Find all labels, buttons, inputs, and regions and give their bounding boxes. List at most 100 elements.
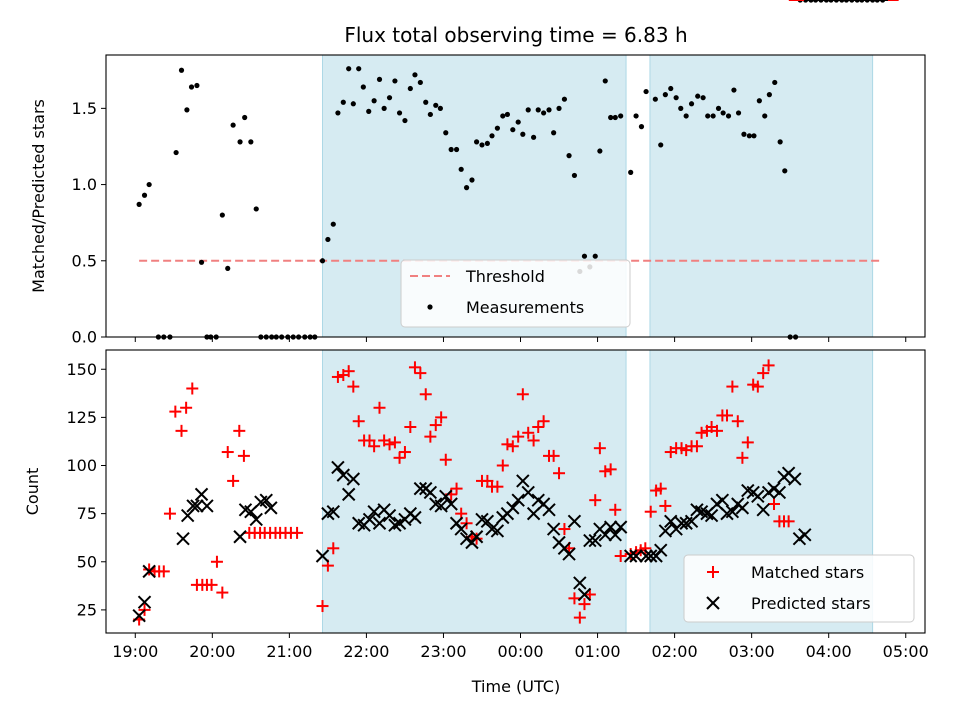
ratio-panel: 0.0 0.5 1.0 1.5 Matched/Predicted stars Thr… [29, 0, 926, 347]
shaded-interval-2 [649, 54, 874, 338]
measurement-point [566, 153, 572, 159]
measurement-point [608, 114, 614, 121]
measurement-point [715, 105, 722, 111]
matched-star-point [393, 451, 406, 464]
predicted-star-point [639, 549, 653, 563]
predicted-star-point [326, 505, 340, 519]
measurement-point [546, 107, 552, 113]
predicted-star-point [423, 485, 438, 500]
measurement-point [330, 221, 336, 227]
measurement-point [735, 110, 742, 116]
predicted-star-point [613, 520, 628, 534]
matched-star-point [720, 409, 733, 422]
matched-star-point [180, 401, 193, 414]
predicted-star-point [511, 493, 525, 507]
matched-star-point [163, 507, 176, 520]
y-tick-label: 1.5 [72, 99, 97, 118]
matched-star-point [491, 480, 504, 493]
predicted-star-point [664, 514, 678, 529]
measurement-point [463, 185, 470, 191]
top-y-axis: 0.0 0.5 1.0 1.5 [72, 99, 106, 347]
x-tick-label: 19:00 [112, 642, 158, 661]
measurement-point [479, 142, 485, 148]
measurement-point [141, 192, 148, 198]
y-tick-label: 50 [77, 552, 97, 571]
matched-star-point [143, 563, 156, 576]
matched-star-point [767, 498, 780, 511]
predicted-star-point [788, 472, 802, 486]
predicted-star-point [490, 524, 505, 538]
matched-star-point [496, 459, 509, 472]
predicted-star-point [336, 468, 351, 482]
predicted-star-point [331, 460, 345, 475]
predicted-star-point [644, 549, 658, 563]
predicted-star-point [506, 501, 520, 515]
predicted-star-point [583, 533, 597, 548]
measurement-point [510, 127, 516, 133]
matched-star-point [342, 365, 355, 378]
measurement-point [412, 72, 418, 78]
y-tick-label: 75 [77, 504, 97, 523]
measurement-point [433, 102, 439, 108]
predicted-star-point [341, 487, 356, 502]
matched-star-point [573, 611, 586, 624]
measurement-point [725, 113, 732, 119]
measurement-point [695, 93, 701, 99]
matched-star-point [782, 515, 795, 528]
measurement-point [417, 79, 423, 86]
matched-star-point [710, 424, 723, 437]
predicted-star-point [249, 512, 263, 527]
predicted-star-point [603, 520, 618, 534]
predicted-star-point [629, 549, 643, 563]
predicted-star-point [704, 508, 719, 523]
matched-star-point [398, 446, 411, 459]
measurement-point [319, 258, 326, 264]
predicted-star-point [690, 503, 704, 517]
matched-star-point [221, 446, 234, 459]
measurement-point [612, 114, 618, 121]
measurement-point [136, 201, 142, 207]
measurement-point [188, 84, 195, 90]
legend-measurements-swatch [427, 304, 433, 310]
measurement-point [683, 113, 689, 119]
matched-star-point [233, 424, 246, 437]
measurement-point [453, 146, 460, 153]
measurement-point [253, 206, 259, 212]
bottom-y-axis: 25 50 75 100 125 150 [66, 360, 106, 619]
matched-star-point [609, 503, 622, 516]
x-tick-label: 00:00 [497, 642, 543, 661]
matched-star-point [408, 361, 421, 374]
matched-star-point [690, 440, 703, 453]
predicted-star-point [413, 481, 428, 496]
matched-star-point [450, 482, 463, 495]
matched-star-point [516, 388, 529, 401]
measurement-point [225, 265, 231, 272]
predicted-star-point [469, 530, 484, 544]
predicted-star-point [454, 522, 468, 536]
matched-star-point [404, 421, 417, 434]
matched-star-point [532, 421, 545, 434]
measurement-point [556, 105, 562, 111]
measurement-point [504, 111, 511, 118]
predicted-star-point [715, 493, 730, 507]
measurement-point [515, 119, 521, 125]
x-tick-label: 04:00 [806, 642, 852, 661]
measurement-point [494, 125, 500, 131]
measurement-point [710, 113, 716, 119]
counts-panel: 19:00 20:00 21:00 22:00 23:00 00:00 01:00 02:00… [23, 0, 929, 696]
y-tick-label: 0.5 [72, 251, 97, 270]
top-legend: Threshold Measurements [400, 259, 631, 328]
predicted-star-point [190, 499, 204, 513]
measurement-point [427, 111, 433, 118]
predicted-star-point [264, 501, 278, 515]
predicted-star-point [798, 528, 812, 542]
matched-star-point [659, 499, 672, 512]
matched-star-point [593, 442, 606, 455]
matched-star-point [414, 367, 427, 380]
y-tick-label: 125 [66, 408, 97, 427]
count-points [132, 0, 899, 626]
matched-star-point [599, 465, 612, 478]
matched-star-point [553, 467, 566, 480]
measurement-point [448, 146, 454, 153]
matched-star-point [558, 523, 571, 536]
